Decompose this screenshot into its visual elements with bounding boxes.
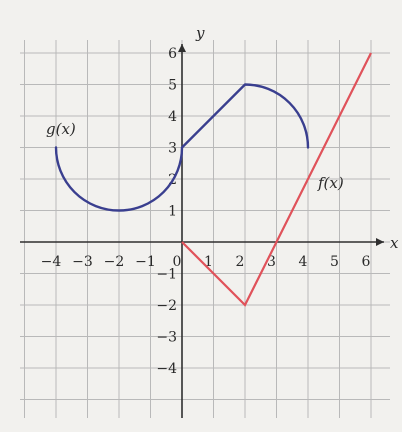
x-tick-label: −4 (41, 254, 62, 270)
y-tick-label: 4 (168, 109, 177, 125)
x-tick-label: 2 (236, 254, 245, 270)
x-axis-label: x (390, 234, 399, 252)
x-tick-label: −3 (72, 254, 93, 270)
y-tick-label: 1 (168, 204, 177, 220)
f-curve-label: f(x) (317, 174, 344, 192)
y-tick-label: −1 (156, 267, 177, 283)
series (54, 52, 372, 307)
x-tick-label: 0 (173, 254, 182, 270)
y-axis-label: y (195, 24, 205, 42)
y-axis-arrow (178, 44, 186, 52)
x-tick-label: −1 (135, 254, 156, 270)
x-tick-label: 5 (330, 254, 339, 270)
x-tick-label: 3 (267, 254, 276, 270)
g-curve-label: g(x) (46, 120, 76, 138)
y-tick-label: −3 (156, 330, 177, 346)
y-tick-label: −2 (156, 298, 177, 314)
x-tick-label: 6 (362, 254, 371, 270)
g-curve (54, 83, 310, 212)
x-tick-label: −2 (104, 254, 125, 270)
y-tick-label: 3 (168, 141, 177, 157)
x-axis-arrow (376, 238, 384, 246)
axes: xy (20, 24, 399, 418)
y-tick-label: 5 (168, 78, 177, 94)
series-labels: g(x) f(x) (46, 120, 344, 192)
y-tick-label: 6 (168, 46, 177, 62)
y-tick-label: −4 (156, 361, 177, 377)
f-curve (181, 52, 372, 307)
x-tick-label: 4 (299, 254, 308, 270)
x-tick-label: 1 (204, 254, 213, 270)
